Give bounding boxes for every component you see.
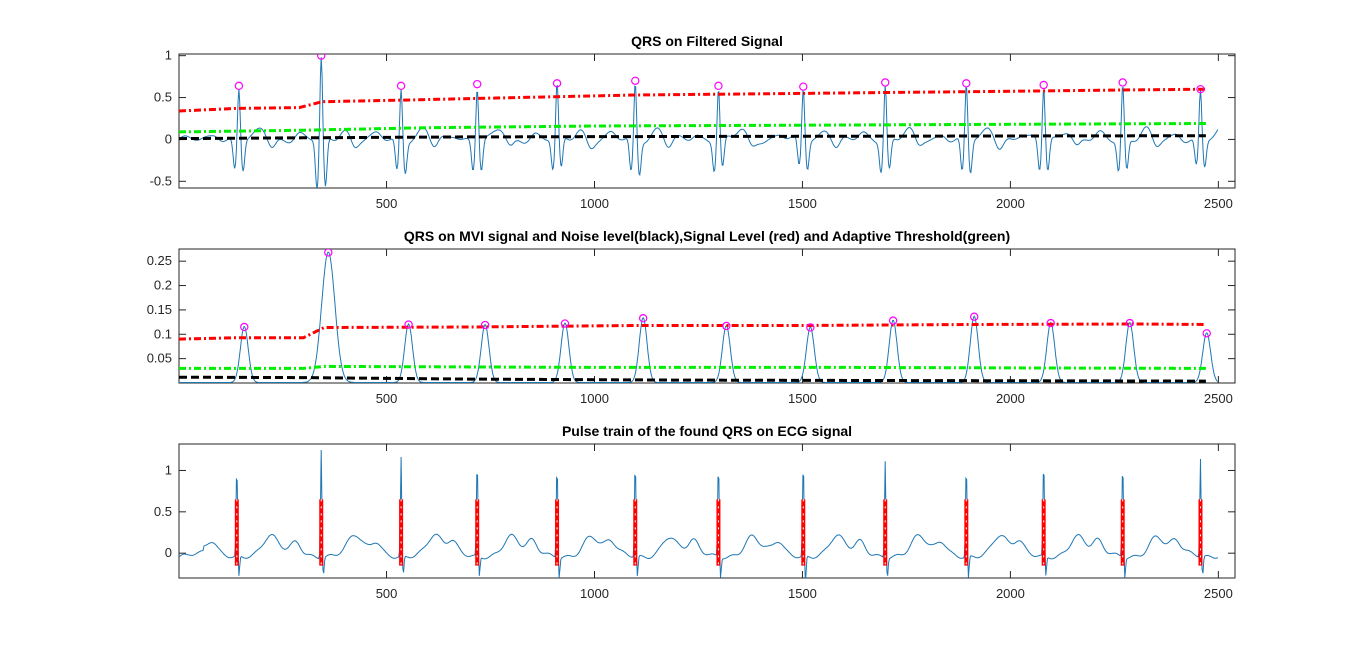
- axes-box: [178, 443, 1236, 579]
- ticks: 500 1000 1500 2000 2500 0.05 0.1 0.15 0.2 0.25: [147, 249, 1235, 406]
- qrs-peak-marker: [552, 79, 562, 88]
- qrs-peak-marker: [881, 78, 890, 87]
- qrs-peak-marker: [1046, 318, 1055, 328]
- x-tick-label: 1500: [788, 196, 817, 211]
- y-tick-label: 0.15: [147, 302, 172, 317]
- plot-lines: [179, 449, 1219, 578]
- qrs-peak-marker: [888, 316, 898, 325]
- plot-lines: [179, 249, 1219, 383]
- noise-level-line: [179, 134, 1206, 141]
- qrs-peak-marker: [324, 249, 333, 257]
- signal-level-line: [179, 87, 1206, 113]
- signal-line: [179, 251, 1219, 383]
- pulse-train-plot: Pulse train of the found QRS on ECG sign…: [154, 423, 1236, 601]
- y-tick-label: -0.5: [150, 173, 172, 188]
- x-tick-label: 1500: [788, 391, 817, 406]
- signal-level-line: [179, 322, 1206, 341]
- x-tick-label: 500: [376, 196, 398, 211]
- filtered-signal-plot: QRS on Filtered Signal 500 1000 1500 2000 25…: [150, 33, 1236, 211]
- mvi-signal-plot: QRS on MVI signal and Noise level(black)…: [147, 228, 1236, 406]
- qrs-peak-marker: [560, 319, 570, 328]
- qrs-peak-marker: [714, 81, 723, 91]
- qrs-peak-marker: [722, 321, 731, 331]
- x-tick-label: 2000: [996, 586, 1025, 601]
- qrs-peak-marker: [1202, 329, 1211, 338]
- qrs-peak-marker: [240, 322, 249, 332]
- chart-title: QRS on MVI signal and Noise level(black)…: [404, 228, 1010, 244]
- y-tick-label: 0.5: [154, 90, 172, 105]
- qrs-peak-marker: [970, 312, 979, 321]
- y-tick-label: 0.05: [147, 351, 172, 366]
- adaptive-threshold-line: [179, 122, 1206, 134]
- x-tick-label: 2500: [1204, 586, 1233, 601]
- qrs-peak-marker: [1125, 318, 1134, 328]
- qrs-peak-marker: [480, 320, 490, 330]
- noise-level-line: [179, 375, 1206, 383]
- qrs-peak-marker: [234, 81, 244, 91]
- x-tick-label: 2500: [1204, 196, 1233, 211]
- x-tick-label: 1000: [580, 586, 609, 601]
- x-tick-label: 1000: [580, 196, 609, 211]
- x-tick-label: 500: [376, 586, 398, 601]
- y-tick-label: 1: [165, 462, 172, 477]
- x-tick-label: 1500: [788, 586, 817, 601]
- y-tick-label: 0.1: [154, 326, 172, 341]
- axes-box: [178, 248, 1236, 384]
- chart-title: Pulse train of the found QRS on ECG sign…: [562, 423, 852, 439]
- y-tick-label: 0: [165, 545, 172, 560]
- qrs-peak-marker: [638, 313, 648, 323]
- axes-box: [178, 53, 1236, 189]
- ticks: 500 1000 1500 2000 2500 0 0.5 1: [154, 444, 1235, 601]
- x-tick-label: 2500: [1204, 391, 1233, 406]
- y-tick-label: 1: [165, 48, 172, 63]
- qrs-peak-marker: [1196, 84, 1205, 94]
- y-tick-label: 0: [165, 131, 172, 146]
- y-tick-label: 0.2: [154, 278, 172, 293]
- y-tick-label: 0.5: [154, 504, 172, 519]
- qrs-peak-marker: [1118, 78, 1127, 87]
- qrs-peak-marker: [631, 76, 640, 86]
- qrs-peak-marker: [799, 82, 808, 91]
- qrs-peak-marker: [1039, 80, 1048, 90]
- qrs-peak-marker: [473, 79, 482, 89]
- x-tick-label: 2000: [996, 391, 1025, 406]
- y-tick-label: 0.25: [147, 253, 172, 268]
- qrs-peak-marker: [396, 81, 406, 91]
- x-tick-label: 2000: [996, 196, 1025, 211]
- qrs-peak-marker: [806, 323, 815, 332]
- x-tick-label: 500: [376, 391, 398, 406]
- x-tick-label: 1000: [580, 391, 609, 406]
- adaptive-threshold-line: [179, 364, 1206, 370]
- chart-title: QRS on Filtered Signal: [631, 33, 783, 49]
- qrs-peak-marker: [404, 320, 413, 329]
- ticks: 500 1000 1500 2000 2500 -0.5 0 0.5 1: [150, 48, 1235, 211]
- qrs-peak-marker: [317, 54, 326, 60]
- plot-lines: [179, 54, 1219, 188]
- qrs-peak-marker: [962, 79, 971, 88]
